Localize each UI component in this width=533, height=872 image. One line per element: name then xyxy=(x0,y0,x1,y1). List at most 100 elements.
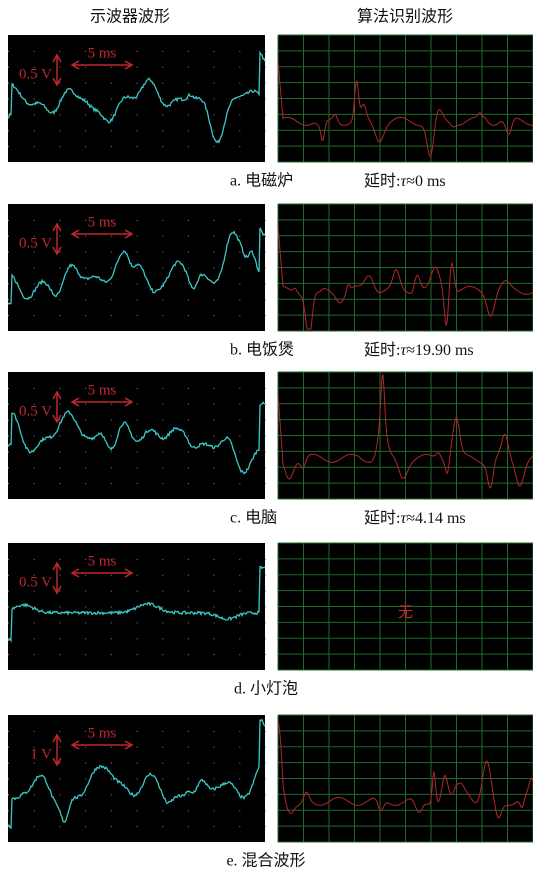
scope-grid-dot xyxy=(8,591,9,592)
scope-grid-dot xyxy=(34,794,35,795)
right-column-title: 算法识别波形 xyxy=(357,7,453,26)
scope-grid-dot xyxy=(162,591,163,592)
scope-grid-dot xyxy=(162,146,163,147)
scope-grid-dot xyxy=(34,779,35,780)
scope-grid-dot xyxy=(8,220,9,221)
scope-grid-dot xyxy=(34,83,35,84)
scope-grid-dot xyxy=(137,747,138,748)
scope-grid-dot xyxy=(85,130,86,131)
scope-grid-dot xyxy=(85,51,86,52)
scope-grid-dot xyxy=(111,763,112,764)
scope-grid-dot xyxy=(111,794,112,795)
scope-grid-dot xyxy=(34,114,35,115)
scope-grid-dot xyxy=(162,51,163,52)
scope-grid-dot xyxy=(59,252,60,253)
scope-grid-dot xyxy=(8,268,9,269)
delay: 延时:τ≈19.90 ms xyxy=(364,341,474,359)
scope-grid-dot xyxy=(239,826,240,827)
scope-grid-dot xyxy=(265,252,266,253)
scope-grid-dot xyxy=(8,747,9,748)
scope-grid-dot xyxy=(188,731,189,732)
figure: 示波器波形 算法识别波形 0.5 V5 msa. 电磁炉延时:τ≈0 ms0.5… xyxy=(0,0,533,872)
scope-grid-dot xyxy=(59,51,60,52)
delay-value: ≈0 ms xyxy=(406,173,445,190)
scope-grid-dot xyxy=(162,404,163,405)
scope-grid-dot xyxy=(265,220,266,221)
scope-grid-dot xyxy=(214,826,215,827)
scope-grid-dot xyxy=(111,114,112,115)
scope-grid-dot xyxy=(188,483,189,484)
scope-grid-dot xyxy=(239,299,240,300)
scope-grid-dot xyxy=(162,315,163,316)
scope-grid-dot xyxy=(265,268,266,269)
scope-grid-dot xyxy=(188,236,189,237)
scope-grid-dot xyxy=(214,236,215,237)
scope-grid-dot xyxy=(59,420,60,421)
scope-grid-dot xyxy=(111,467,112,468)
scope-grid-dot xyxy=(8,794,9,795)
scope-grid-dot xyxy=(239,420,240,421)
scope-grid-dot xyxy=(59,83,60,84)
scope-grid-dot xyxy=(34,283,35,284)
scope-grid-dot xyxy=(137,114,138,115)
scope-grid-dot xyxy=(188,299,189,300)
scope-grid-dot xyxy=(265,747,266,748)
scope-grid-dot xyxy=(214,575,215,576)
scope-grid-dot xyxy=(34,591,35,592)
scope-grid-dot xyxy=(59,236,60,237)
scope-grid-dot xyxy=(239,67,240,68)
voltage-label: 0.5 V xyxy=(19,574,52,590)
scope-grid-dot xyxy=(85,252,86,253)
scope-grid-dot xyxy=(265,67,266,68)
scope-grid-dot xyxy=(59,763,60,764)
scope-grid-dot xyxy=(214,591,215,592)
scope-grid-dot xyxy=(162,810,163,811)
scope-grid-dot xyxy=(85,731,86,732)
scope-grid-dot xyxy=(59,146,60,147)
scope-grid-dot xyxy=(85,404,86,405)
scope-grid-dot xyxy=(239,622,240,623)
scope-grid-dot xyxy=(59,67,60,68)
scope-grid-dot xyxy=(239,810,240,811)
scope-grid-dot xyxy=(214,810,215,811)
scope-grid-dot xyxy=(85,794,86,795)
scope-grid-dot xyxy=(162,420,163,421)
scope-grid-dot xyxy=(111,236,112,237)
scope-grid-dot xyxy=(162,731,163,732)
scope-grid-dot xyxy=(137,638,138,639)
scope-grid-dot xyxy=(59,731,60,732)
scope-grid-dot xyxy=(85,575,86,576)
scope-grid-dot xyxy=(239,404,240,405)
scope-grid-dot xyxy=(137,559,138,560)
scope-grid-dot xyxy=(59,299,60,300)
scope-grid-dot xyxy=(8,404,9,405)
scope-grid-dot xyxy=(85,559,86,560)
scope-grid-dot xyxy=(59,467,60,468)
scope-grid-dot xyxy=(85,591,86,592)
scope-grid-dot xyxy=(214,747,215,748)
scope-grid-dot xyxy=(111,83,112,84)
scope-grid-dot xyxy=(162,638,163,639)
scope-grid-dot xyxy=(188,83,189,84)
scope-grid-dot xyxy=(137,99,138,100)
time-label: 5 ms xyxy=(88,45,117,61)
scope-grid-dot xyxy=(59,747,60,748)
left-column-title: 示波器波形 xyxy=(90,8,170,26)
scope-grid-dot xyxy=(59,283,60,284)
scope-grid-dot xyxy=(265,826,266,827)
scope-grid-dot xyxy=(265,404,266,405)
scope-grid-dot xyxy=(137,51,138,52)
scope-grid-dot xyxy=(162,826,163,827)
scope-grid-dot xyxy=(188,420,189,421)
scope-grid-dot xyxy=(34,436,35,437)
scope-grid-dot xyxy=(34,99,35,100)
scope-grid-dot xyxy=(85,99,86,100)
scope-grid-dot xyxy=(59,388,60,389)
time-label: 5 ms xyxy=(88,382,117,398)
scope-grid-dot xyxy=(214,220,215,221)
scope-grid-dot xyxy=(111,299,112,300)
scope-grid-dot xyxy=(111,607,112,608)
scope-grid-dot xyxy=(214,607,215,608)
scope-grid-dot xyxy=(162,299,163,300)
scope-grid-dot xyxy=(137,810,138,811)
